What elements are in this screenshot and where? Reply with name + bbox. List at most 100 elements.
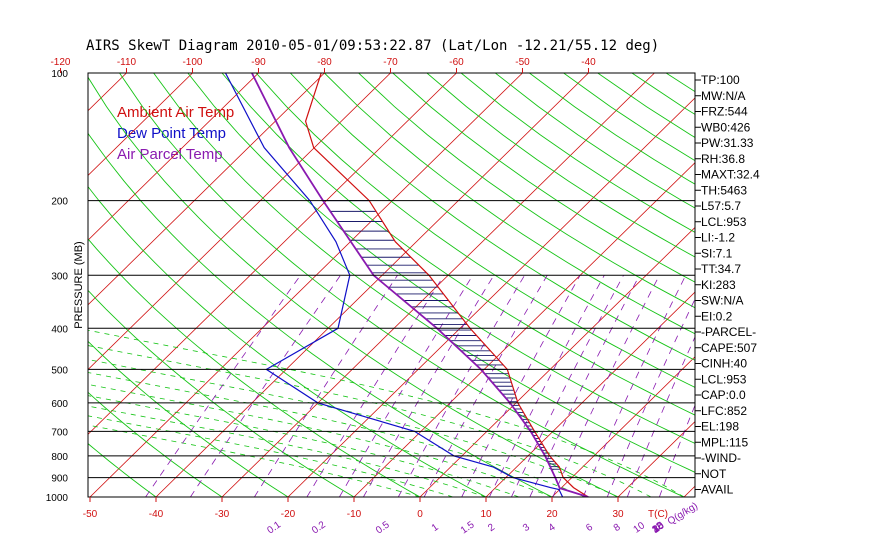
bottom-temp-label: 0	[417, 509, 423, 520]
bottom-temp-label: -30	[215, 509, 230, 520]
index-entry: CINH:40	[701, 357, 747, 371]
index-entry: MPL:115	[701, 435, 748, 449]
isotherm-line	[155, 73, 589, 497]
dry-adiabat-line	[734, 73, 870, 497]
index-entry: LI:-1.2	[701, 231, 735, 245]
dry-adiabat-line	[426, 73, 695, 258]
isotherm-line	[287, 97, 695, 497]
index-entry: LCL:953	[701, 372, 747, 386]
dry-adiabat-line	[460, 73, 695, 233]
mixing-ratio-label: 0.5	[374, 519, 392, 536]
dry-adiabat-line	[803, 73, 870, 497]
mixing-ratio-label: 10	[632, 520, 648, 536]
mixing-ratio-line	[363, 275, 495, 497]
mixing-ratio-unit: Q(g/kg)	[666, 501, 700, 528]
top-temp-label: -40	[581, 57, 596, 68]
top-temp-label: -50	[515, 57, 530, 68]
isotherm-line	[419, 226, 695, 497]
legend-entry: Dew Point Temp	[117, 125, 226, 142]
isotherm-line	[88, 73, 193, 176]
pressure-tick-label: 500	[51, 365, 68, 376]
top-temp-label: -80	[317, 57, 332, 68]
isotherm-line	[750, 73, 870, 497]
chart-title: AIRS SkewT Diagram 2010-05-01/09:53:22.8…	[86, 38, 659, 54]
mixing-ratio-label: 6	[584, 522, 595, 534]
isotherm-line	[88, 73, 391, 371]
index-entry: TH:5463	[701, 183, 747, 197]
mixing-ratio-label: 8	[612, 522, 623, 534]
pressure-tick-label: 200	[51, 197, 68, 208]
pressure-tick-label: 1000	[46, 493, 69, 504]
dry-adiabat-line	[153, 73, 695, 473]
pressure-tick-label: 400	[51, 324, 68, 335]
mixing-ratio-label: 1	[430, 522, 441, 534]
dry-adiabat-line	[88, 289, 355, 497]
isotherm-line	[617, 420, 695, 497]
pressure-tick-label: 700	[51, 427, 68, 438]
index-entry: PW:31.33	[701, 136, 754, 150]
isotherm-line	[485, 291, 695, 497]
pressure-tick-label: 100	[51, 69, 68, 80]
index-entry: SW:N/A	[701, 294, 743, 308]
legend-entry: Air Parcel Temp	[117, 146, 223, 163]
mixing-ratio-line	[190, 275, 341, 497]
moist-adiabat-line	[88, 329, 685, 497]
dry-adiabat-line	[88, 238, 421, 497]
moist-adiabat-line	[88, 345, 652, 497]
mixing-ratio-label: 1.5	[459, 519, 477, 536]
top-temp-label: -90	[251, 57, 266, 68]
bottom-temp-label: 20	[546, 509, 558, 520]
dry-adiabat-line	[255, 73, 695, 388]
dry-adiabat-line	[88, 340, 289, 497]
moist-adiabat-line	[88, 384, 553, 497]
isotherm-line	[816, 73, 870, 497]
isotherm-line	[89, 73, 523, 497]
bottom-temp-label: -10	[347, 509, 362, 520]
dry-adiabat-line	[119, 73, 685, 497]
index-entry: CAPE:507	[701, 341, 757, 355]
top-temp-label: -70	[383, 57, 398, 68]
mixing-ratio-label: 2	[486, 522, 497, 534]
dry-adiabat-line	[358, 73, 695, 309]
bottom-temp-label: 30	[612, 509, 624, 520]
top-temp-label: -60	[449, 57, 464, 68]
index-entry: -WIND-	[701, 451, 741, 465]
index-entry: LFC:852	[701, 404, 747, 418]
mixing-ratio-label: 4	[547, 522, 558, 534]
mixing-ratio-line	[306, 275, 445, 497]
index-entry: MAXT:32.4	[701, 168, 760, 182]
isotherm-line	[88, 73, 325, 306]
mixing-ratio-line	[423, 275, 548, 497]
series-line-air-parcel-temp	[251, 73, 589, 497]
index-entry: LCL:953	[701, 215, 747, 229]
mixing-ratio-line	[254, 275, 398, 497]
top-temp-label: -120	[50, 57, 70, 68]
isotherm-line	[88, 73, 259, 241]
index-entry: CAP:0.0	[701, 388, 746, 402]
dry-adiabat-line	[837, 73, 870, 497]
index-entry: EI:0.2	[701, 309, 733, 323]
index-entry: L57:5.7	[701, 199, 741, 213]
dry-adiabat-line	[392, 73, 695, 283]
mixing-ratio-label: 0.2	[310, 519, 328, 536]
isotherm-line	[353, 162, 695, 497]
index-entry: -PARCEL-	[701, 325, 756, 339]
x-axis-label: T(C)	[648, 509, 668, 520]
y-axis-label: PRESSURE (MB)	[73, 241, 85, 328]
index-entry: TP:100	[701, 73, 740, 87]
index-entry: AVAIL	[701, 483, 734, 497]
dry-adiabat-line	[88, 443, 157, 497]
dry-adiabat-line	[324, 73, 695, 335]
dry-adiabat-line	[88, 391, 223, 497]
mixing-ratio-label: 40	[651, 520, 667, 536]
mixing-ratio-label: 0.1	[265, 519, 283, 536]
mixing-ratio-line	[461, 275, 581, 497]
pressure-tick-label: 600	[51, 399, 68, 410]
top-temp-label: -110	[117, 57, 137, 68]
moist-adiabat-line	[88, 405, 487, 497]
mixing-ratio-line	[511, 275, 624, 497]
index-entry: FRZ:544	[701, 105, 748, 119]
top-temp-label: -100	[182, 57, 202, 68]
